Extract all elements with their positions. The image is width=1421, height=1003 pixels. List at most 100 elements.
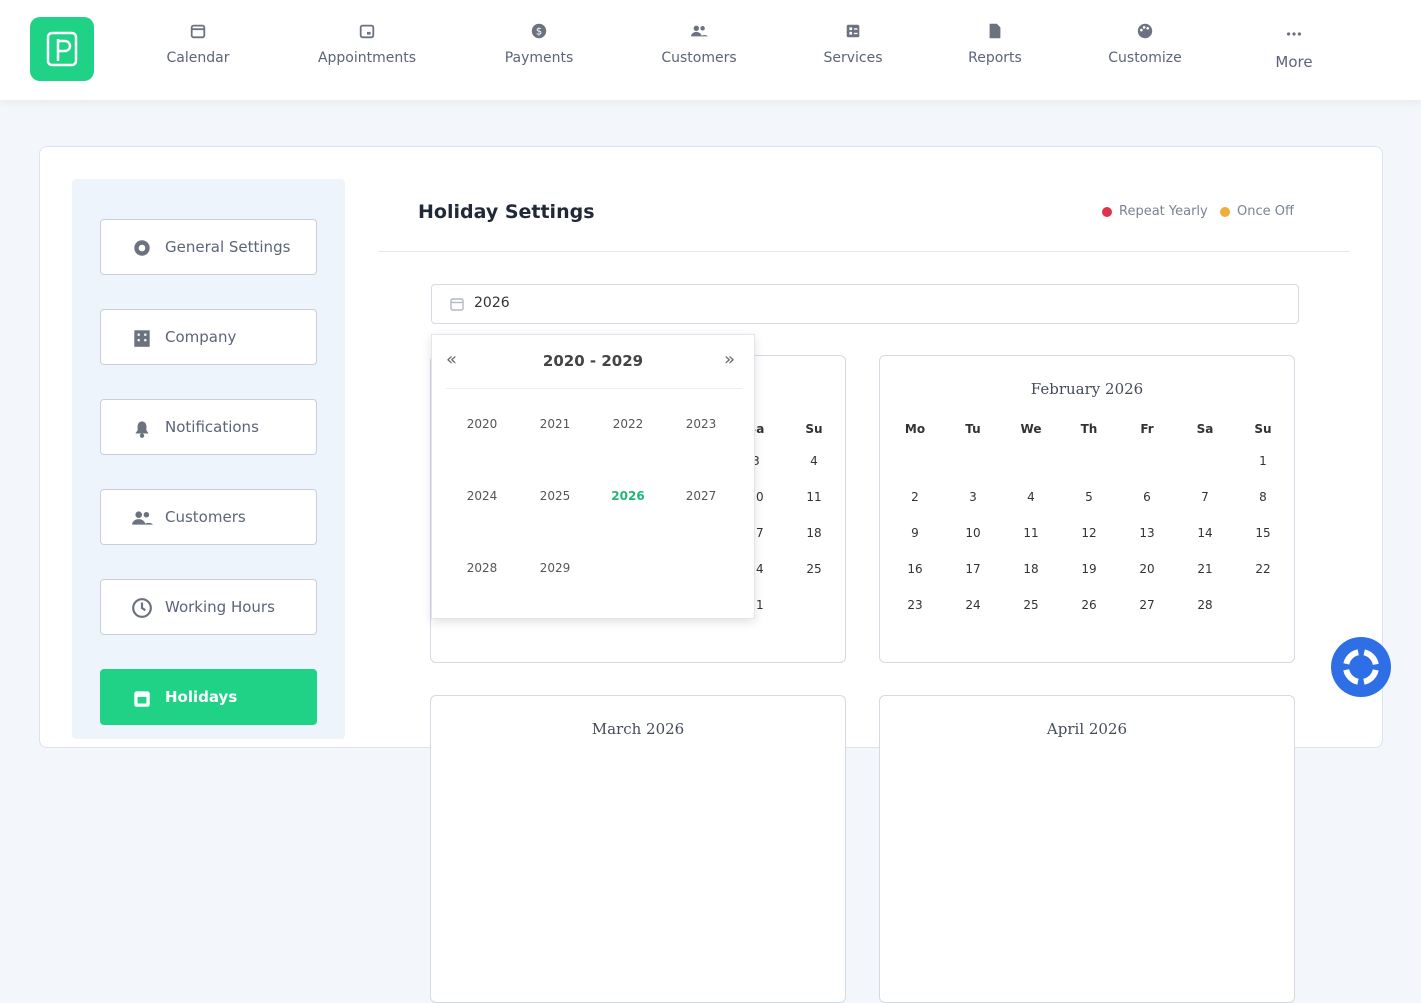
icon [359, 24, 375, 39]
day[interactable]: 18 [1023, 562, 1039, 576]
day[interactable]: 2 [911, 490, 919, 504]
day[interactable]: 18 [806, 526, 822, 540]
sidebar-label: Working Hours [165, 598, 275, 616]
nav-label: More [1275, 53, 1313, 71]
legend-label: Once Off [1237, 204, 1294, 219]
nav-item[interactable]: $ Payments [469, 22, 609, 66]
day[interactable]: 13 [1139, 526, 1155, 540]
day[interactable]: 10 [965, 526, 981, 540]
day[interactable]: 3 [752, 454, 760, 468]
day[interactable]: 11 [806, 490, 822, 504]
year-option[interactable]: 2021 [539, 417, 571, 431]
page-title: Holiday Settings [418, 201, 595, 223]
day[interactable]: 14 [1197, 526, 1213, 540]
nav-item[interactable]: More [1224, 25, 1364, 71]
day[interactable]: 25 [1023, 598, 1039, 612]
day[interactable]: 23 [907, 598, 923, 612]
weekday: Sa [1196, 422, 1214, 436]
year-option[interactable]: 2025 [539, 489, 571, 503]
day[interactable]: 11 [1023, 526, 1039, 540]
month-title: March 2026 [591, 720, 685, 738]
help-button[interactable] [1331, 637, 1391, 697]
day[interactable]: 15 [1255, 526, 1271, 540]
top-nav: Calendar Appointments $ Payments Customers Se… [0, 0, 1421, 100]
year-value: 2026 [474, 295, 510, 311]
year-option[interactable]: 2027 [685, 489, 717, 503]
icon [1286, 32, 1302, 36]
nav-item[interactable]: Customers [629, 22, 769, 66]
day[interactable]: 19 [1081, 562, 1097, 576]
next-decade[interactable]: » [724, 349, 736, 370]
sidebar-button[interactable]: Working Hours [100, 579, 317, 635]
sidebar-button[interactable]: Notifications [100, 399, 317, 455]
day[interactable]: 20 [1139, 562, 1155, 576]
weekday: Su [1254, 422, 1272, 436]
day[interactable]: 7 [1201, 490, 1209, 504]
prev-decade[interactable]: « [446, 349, 458, 370]
day[interactable]: 9 [911, 526, 919, 540]
day[interactable]: 3 [969, 490, 977, 504]
nav-item[interactable]: Services [783, 22, 923, 66]
day[interactable]: 6 [1143, 490, 1151, 504]
year-option[interactable]: 2023 [685, 417, 717, 431]
nav-item[interactable]: Appointments [297, 22, 437, 66]
day[interactable]: 21 [1197, 562, 1213, 576]
year-option[interactable]: 2028 [466, 561, 498, 575]
year-option[interactable]: 2029 [539, 561, 571, 575]
sidebar-button[interactable]: General Settings [100, 219, 317, 275]
nav-item[interactable]: Customize [1075, 22, 1215, 66]
legend-dot [1220, 207, 1230, 217]
nav-item[interactable]: Calendar [128, 22, 268, 66]
icon [134, 240, 150, 256]
day[interactable]: 22 [1255, 562, 1271, 576]
day[interactable]: 1 [1259, 454, 1267, 468]
weekday: Fr [1140, 422, 1154, 436]
sidebar-button[interactable]: Holidays [100, 669, 317, 725]
sidebar-label: Holidays [165, 688, 238, 706]
day[interactable]: 4 [1027, 490, 1035, 504]
icon [132, 511, 153, 525]
day[interactable]: 4 [810, 454, 818, 468]
weekday: We [1020, 422, 1042, 436]
day[interactable]: 8 [1259, 490, 1267, 504]
nav-label: Services [823, 50, 883, 66]
icon [132, 598, 152, 618]
icon [135, 421, 149, 438]
nav-label: Calendar [166, 50, 230, 66]
year-option[interactable]: 2024 [466, 489, 498, 503]
weekday: Su [805, 422, 823, 436]
day[interactable]: 17 [965, 562, 981, 576]
day[interactable]: 27 [1139, 598, 1155, 612]
weekday: Th [1080, 422, 1098, 436]
weekday: Tu [965, 422, 981, 436]
day[interactable]: 12 [1081, 526, 1097, 540]
icon [134, 691, 150, 707]
icon [1137, 23, 1153, 39]
calendar-icon [450, 298, 464, 311]
month-title: April 2026 [1046, 720, 1128, 738]
nav-item[interactable]: Reports [925, 22, 1065, 66]
day[interactable]: 28 [1197, 598, 1213, 612]
nav-label: Payments [504, 50, 574, 66]
day[interactable]: 26 [1081, 598, 1097, 612]
day[interactable]: 5 [1085, 490, 1093, 504]
sidebar-button[interactable]: Company [100, 309, 317, 365]
legend-label: Repeat Yearly [1119, 204, 1208, 219]
svg-text:$: $ [536, 27, 542, 38]
year-option[interactable]: 2022 [612, 417, 644, 431]
nav-label: Appointments [317, 50, 417, 66]
divider [378, 251, 1350, 252]
icon [134, 330, 150, 347]
day[interactable]: 25 [806, 562, 822, 576]
logo[interactable] [30, 17, 94, 81]
year-option[interactable]: 2020 [466, 417, 498, 431]
day[interactable]: 24 [965, 598, 981, 612]
sidebar-button[interactable]: Customers [100, 489, 317, 545]
legend-dot [1102, 207, 1112, 217]
icon [690, 25, 708, 37]
year-input[interactable]: 2026 [431, 284, 1299, 324]
day[interactable]: 16 [907, 562, 923, 576]
year-option[interactable]: 2026 [611, 489, 645, 503]
